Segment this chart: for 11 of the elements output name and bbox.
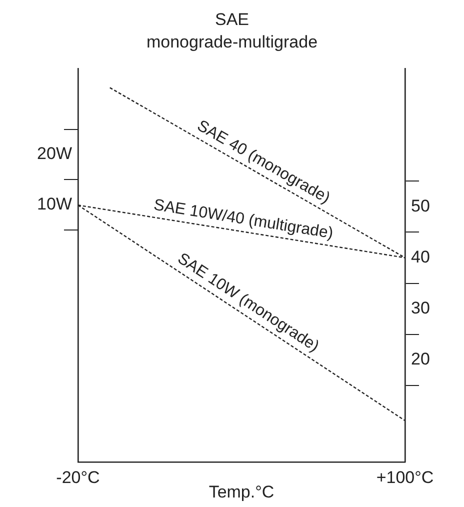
chart-subtitle: monograde-multigrade <box>146 32 318 52</box>
y2-tick-label: 50 <box>411 196 430 216</box>
y2-tick-label: 30 <box>411 298 430 318</box>
x-axis-title: Temp.°C <box>208 482 274 502</box>
chart-title: SAE <box>214 10 250 29</box>
y-tick-label: 20W <box>37 144 72 164</box>
y2-tick-label: 20 <box>411 350 430 369</box>
x-tick-label: -20°C <box>56 468 100 487</box>
y2-tick-label: 40 <box>411 247 430 266</box>
x-tick-label: +100°C <box>376 468 434 487</box>
y-tick-label: 10W <box>37 194 72 214</box>
